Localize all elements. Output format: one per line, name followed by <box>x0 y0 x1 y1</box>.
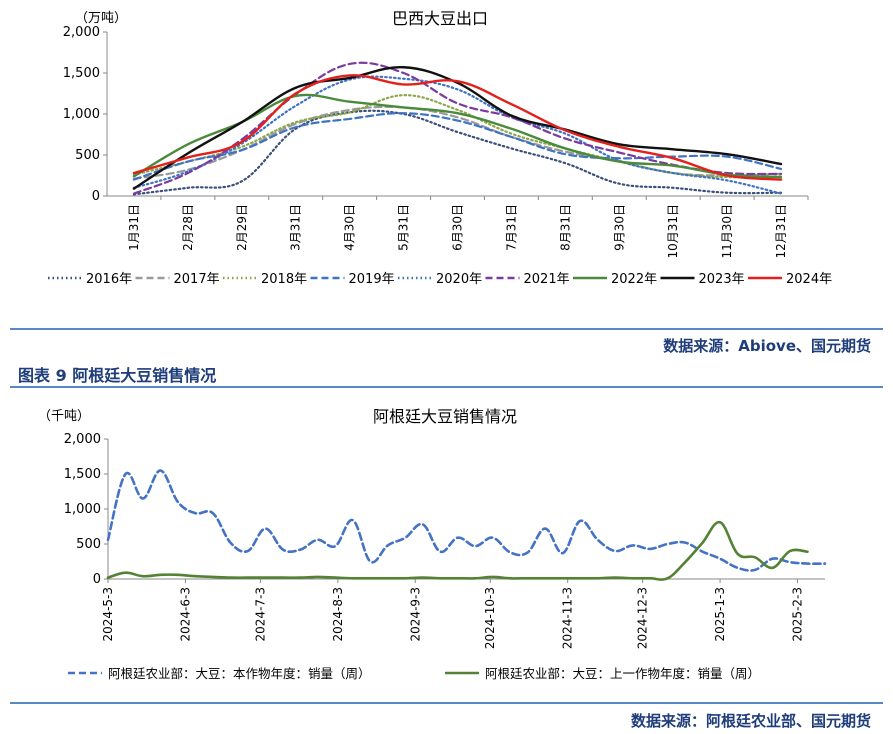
series-line-1 <box>106 520 809 581</box>
series-line-3 <box>132 112 783 181</box>
brazil-soy-export-chart: （万吨） 巴西大豆出口 0 500 1,000 1,500 2,000 1月31日 2月28… <box>48 9 832 287</box>
x-tick-label: 1月31日 <box>127 204 141 251</box>
x-tick-label: 12月31日 <box>774 204 788 259</box>
x-tick-label: 11月30日 <box>720 204 734 259</box>
series-line-8 <box>132 74 783 181</box>
y-tick-label: 1,000 <box>64 502 101 517</box>
legend-label: 2020年 <box>436 272 482 287</box>
x-tick-label: 2024-6-3 <box>178 587 192 641</box>
series-line-0 <box>106 469 827 572</box>
legend-label: 2017年 <box>174 272 220 287</box>
y-tick-label: 0 <box>92 189 100 204</box>
x-tick-label: 2月29日 <box>235 204 249 251</box>
x-tick-label: 2024-8-3 <box>331 587 345 641</box>
x-tick-label: 2024-11-3 <box>561 587 575 649</box>
y-tick-label: 500 <box>75 148 100 163</box>
series-line-6 <box>132 93 783 179</box>
series-line-0 <box>132 109 783 196</box>
x-tick-label: 8月31日 <box>558 204 572 251</box>
source-bottom: 数据来源：阿根廷农业部、国元期货 <box>630 712 871 730</box>
legend-label: 2024年 <box>786 272 832 287</box>
y-tick-label: 500 <box>76 537 101 552</box>
chart1-unit: （万吨） <box>75 11 127 26</box>
y-tick-label: 1,500 <box>64 467 101 482</box>
legend-label: 阿根廷农业部：大豆：上一作物年度：销量（周） <box>485 666 760 681</box>
argentina-soy-sales-chart: （千吨） 阿根廷大豆销售情况 0 500 1,000 1,500 2,000 2024-5… <box>38 407 827 681</box>
legend-label: 2018年 <box>261 272 307 287</box>
legend-label: 2022年 <box>611 272 657 287</box>
figure-title: 图表 9 阿根廷大豆销售情况 <box>18 366 217 385</box>
x-tick-label: 7月31日 <box>504 204 518 251</box>
divider-rule <box>10 328 883 330</box>
series-line-2 <box>132 94 783 179</box>
legend-label: 阿根廷农业部：大豆：本作物年度：销量（周） <box>108 666 371 681</box>
x-tick-label: 9月30日 <box>612 204 626 251</box>
chart2-title: 阿根廷大豆销售情况 <box>373 407 517 426</box>
divider-rule <box>10 702 883 704</box>
x-tick-label: 5月31日 <box>397 204 411 251</box>
legend-label: 2021年 <box>524 272 570 287</box>
x-tick-label: 4月30日 <box>343 204 357 251</box>
legend-label: 2023年 <box>699 272 745 287</box>
x-tick-label: 2024-7-3 <box>253 587 267 641</box>
source-top: 数据来源：Abiove、国元期货 <box>663 337 871 355</box>
x-tick-label: 3月31日 <box>289 204 303 251</box>
x-tick-label: 2024-5-3 <box>101 587 115 641</box>
x-tick-label: 2月28日 <box>181 204 195 251</box>
divider-rule <box>10 386 883 388</box>
chart2-unit: （千吨） <box>38 409 90 424</box>
x-tick-label: 10月31日 <box>666 204 680 259</box>
series-line-7 <box>132 66 783 190</box>
series-line-4 <box>132 75 783 195</box>
x-tick-label: 2024-12-3 <box>636 587 650 649</box>
y-tick-label: 2,000 <box>63 25 100 40</box>
y-tick-label: 1,000 <box>63 107 100 122</box>
x-tick-label: 2025-2-3 <box>791 587 805 641</box>
x-tick-label: 2025-1-3 <box>713 587 727 641</box>
chart1-title: 巴西大豆出口 <box>392 9 488 28</box>
x-tick-label: 2024-10-3 <box>483 587 497 649</box>
y-tick-label: 2,000 <box>64 432 101 447</box>
legend-label: 2016年 <box>86 272 132 287</box>
x-tick-label: 2024-9-3 <box>408 587 422 641</box>
legend-label: 2019年 <box>349 272 395 287</box>
y-tick-label: 1,500 <box>63 66 100 81</box>
x-tick-label: 6月30日 <box>451 204 465 251</box>
y-tick-label: 0 <box>93 572 101 587</box>
